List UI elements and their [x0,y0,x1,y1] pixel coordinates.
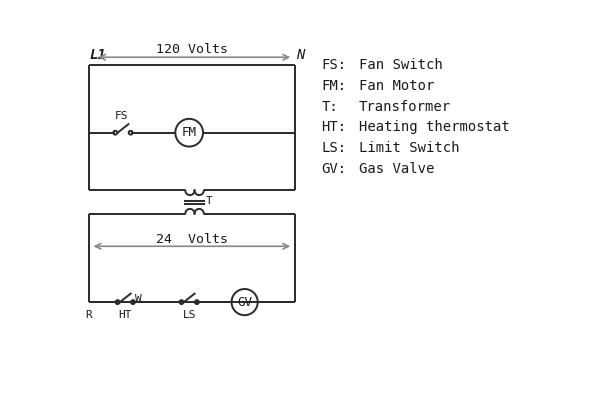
Text: Heating thermostat: Heating thermostat [359,120,509,134]
Text: L1: L1 [89,48,106,62]
Text: Fan Motor: Fan Motor [359,79,434,93]
Text: LS: LS [182,310,196,320]
Text: FM: FM [182,126,196,139]
Text: Transformer: Transformer [359,100,451,114]
Text: Fan Switch: Fan Switch [359,58,442,72]
Text: LS:: LS: [322,141,347,155]
Text: 24  Volts: 24 Volts [156,232,228,246]
Text: FS: FS [114,111,128,121]
Text: T: T [206,196,213,206]
Text: W: W [135,294,141,304]
Text: R: R [86,310,93,320]
Text: GV: GV [237,296,252,309]
Text: FS:: FS: [322,58,347,72]
Text: N: N [296,48,304,62]
Text: T:: T: [322,100,339,114]
Text: GV:: GV: [322,162,347,176]
Text: Gas Valve: Gas Valve [359,162,434,176]
Text: Limit Switch: Limit Switch [359,141,459,155]
Text: FM:: FM: [322,79,347,93]
Text: 120 Volts: 120 Volts [156,44,228,56]
Text: HT:: HT: [322,120,347,134]
Text: HT: HT [119,310,132,320]
